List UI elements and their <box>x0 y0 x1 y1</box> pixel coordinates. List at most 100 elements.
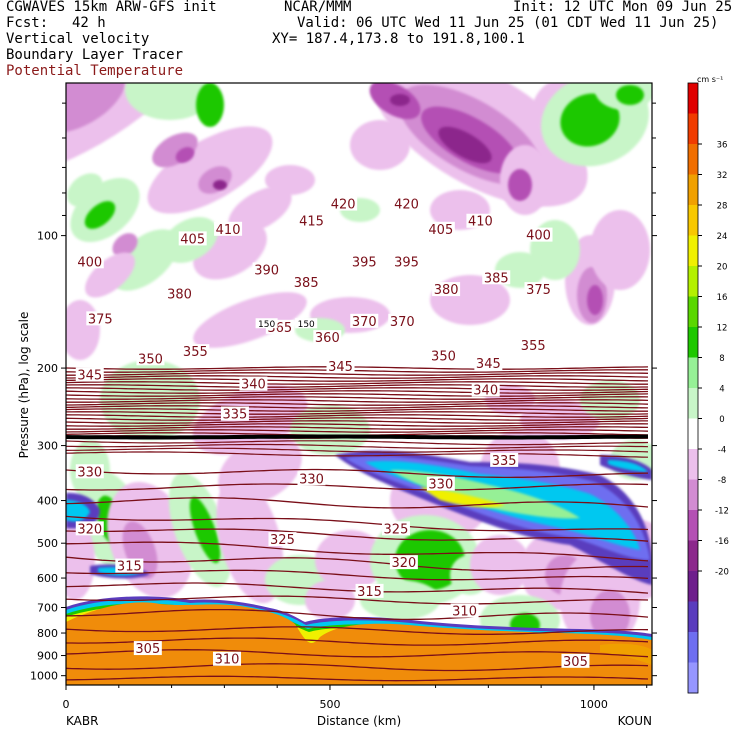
potential-temperature-contours <box>66 366 649 682</box>
y-tick-label: 500 <box>37 537 58 550</box>
theta-label: 340 <box>241 378 266 393</box>
theta-label: 315 <box>117 560 142 575</box>
theta-label: 420 <box>331 198 356 213</box>
x-axis-label: Distance (km) <box>317 714 401 728</box>
theta-label-bg <box>474 356 503 371</box>
colorbar-swatch <box>688 174 698 206</box>
theta-label-bg <box>426 476 455 491</box>
theta-contour <box>66 556 649 572</box>
theta-label-bg <box>355 583 384 598</box>
tropopause-line <box>66 434 649 440</box>
theta-label: 350 <box>431 349 456 364</box>
x-endpoint-right: KOUN <box>618 714 652 728</box>
theta-contour <box>66 378 649 382</box>
velocity-patch <box>587 285 603 315</box>
theta-label-bg <box>389 555 418 570</box>
y-tick-label: 700 <box>37 602 58 615</box>
theta-contour <box>66 420 648 424</box>
velocity-patch <box>350 120 410 170</box>
theta-contour <box>66 414 649 418</box>
theta-label-bg <box>239 376 268 391</box>
colorbar-label: 28 <box>717 202 728 212</box>
velocity-patch <box>390 94 410 106</box>
inline-label-bg <box>255 318 278 329</box>
colorbar-label: 12 <box>717 324 728 334</box>
theta-label: 390 <box>254 263 279 278</box>
theta-label: 395 <box>352 255 377 270</box>
theta-label: 350 <box>138 352 163 367</box>
velocity-patch <box>67 173 103 207</box>
theta-label-bg <box>392 254 421 269</box>
theta-label-bg <box>426 221 455 236</box>
theta-label-bg <box>178 231 207 246</box>
theta-contour <box>66 541 649 562</box>
theta-contour <box>66 675 649 682</box>
theta-label-bg <box>524 227 553 242</box>
theta-contour <box>66 663 649 672</box>
theta-contour <box>66 402 649 406</box>
theta-contour <box>66 405 649 409</box>
theta-label: 340 <box>473 384 498 399</box>
theta-label: 400 <box>77 255 102 270</box>
y-axis: 100 200 300 400 500 600 700 800 900 1000 <box>30 102 657 683</box>
theta-label: 415 <box>299 215 324 230</box>
theta-label-bg <box>75 367 104 382</box>
theta-label: 330 <box>428 478 453 493</box>
theta-label-bg <box>181 344 210 359</box>
field-vertical-velocity: Vertical velocity <box>6 31 150 47</box>
theta-label-bg <box>165 286 194 301</box>
theta-label: 345 <box>328 360 353 375</box>
colorbar-label: 32 <box>717 171 728 181</box>
model-title: CGWAVES 15km ARW-GFS init <box>6 0 217 15</box>
theta-label: 315 <box>357 585 382 600</box>
theta-contour <box>66 408 648 412</box>
colorbar-swatch <box>688 83 698 114</box>
theta-label: 305 <box>563 655 588 670</box>
colorbar-label: 20 <box>717 263 728 273</box>
theta-label: 375 <box>526 283 551 298</box>
theta-label: 335 <box>223 408 248 423</box>
y-tick-label: 400 <box>37 495 58 508</box>
colorbar-swatch <box>688 632 698 663</box>
theta-contour <box>66 443 649 449</box>
theta-label-bg <box>86 311 115 326</box>
colorbar-label: 16 <box>717 293 728 303</box>
colorbar-swatch <box>688 418 698 450</box>
theta-label-bg <box>519 337 548 352</box>
y-tick-label: 300 <box>37 440 58 453</box>
x-tick-label: 1000 <box>580 698 608 711</box>
theta-label: 400 <box>526 229 551 244</box>
theta-label-bg <box>350 254 379 269</box>
theta-label-bg <box>297 471 326 486</box>
theta-contour <box>66 390 649 394</box>
theta-label: 325 <box>270 533 295 548</box>
theta-label-bg <box>75 464 104 479</box>
theta-label: 330 <box>77 465 102 480</box>
theta-contour <box>66 528 649 542</box>
y-tick-label: 800 <box>37 627 58 640</box>
institution: NCAR/MMM <box>284 0 352 15</box>
theta-contour <box>66 468 649 479</box>
theta-contour <box>66 423 649 427</box>
theta-contour <box>66 366 649 370</box>
theta-label: 320 <box>391 556 416 571</box>
theta-label-bg <box>381 521 410 536</box>
theta-contour <box>66 447 649 453</box>
theta-label: 370 <box>352 315 377 330</box>
theta-contour <box>66 608 649 621</box>
jet-core <box>420 487 505 508</box>
theta-contour <box>66 429 649 433</box>
colorbar-label: -4 <box>718 446 726 456</box>
cross-section-endpoints: XY= 187.4,173.8 to 191.8,100.1 <box>272 31 525 47</box>
theta-contour <box>66 381 648 385</box>
y-tick-label: 900 <box>37 650 58 663</box>
velocity-patch <box>438 126 492 164</box>
theta-label-bg <box>432 282 461 297</box>
velocity-patch <box>560 93 620 147</box>
bl-core <box>66 602 652 685</box>
theta-label-bg <box>561 653 590 668</box>
colorbar-label: 4 <box>719 385 724 395</box>
velocity-patch <box>85 252 135 298</box>
velocity-patch <box>193 292 307 348</box>
theta-label: 410 <box>468 215 493 230</box>
